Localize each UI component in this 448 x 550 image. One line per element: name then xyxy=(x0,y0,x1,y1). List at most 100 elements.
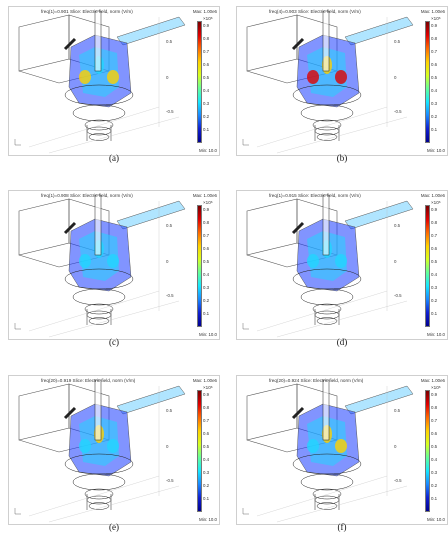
figure-panel-e: freq(20)=0.919 Slice: Electric field, no… xyxy=(8,375,220,545)
axis-tick: -0.5 xyxy=(394,478,402,483)
colorbar-tick: 0.9 xyxy=(203,207,210,212)
colorbar-min-label: Min: 10.0 xyxy=(426,517,445,522)
colorbar-tick: 0.4 xyxy=(431,88,438,93)
panel-caption: (f) xyxy=(337,522,347,532)
colorbar-tick: 0.8 xyxy=(431,405,438,410)
plot-title: freq(1)=0.908 Slice: Electric field, nor… xyxy=(41,193,133,198)
colorbar-tick: 0.8 xyxy=(431,220,438,225)
panel-caption: (e) xyxy=(109,522,119,532)
axis-tick: 0.5 xyxy=(394,408,401,413)
axis-tick: 0.5 xyxy=(166,223,173,228)
colorbar-min-label: Min: 10.0 xyxy=(198,332,217,337)
colorbar xyxy=(197,21,202,143)
colorbar-tick: 0.5 xyxy=(203,444,210,449)
colorbar-exponent: ×10⁶ xyxy=(431,385,441,390)
panel-caption: (c) xyxy=(109,337,119,347)
colorbar-exponent: ×10⁶ xyxy=(431,16,441,21)
axis-tick: 0.5 xyxy=(166,408,173,413)
colorbar-tick: 0.1 xyxy=(203,127,210,132)
colorbar-max-label: Max: 1.00e6 xyxy=(192,378,217,383)
colorbar-tick: 0.4 xyxy=(431,457,438,462)
figure-panel-d: freq(1)=0.915 Slice: Electric field, nor… xyxy=(236,190,448,360)
colorbar-tick: 0.7 xyxy=(203,233,210,238)
colorbar-tick: 0.7 xyxy=(203,418,210,423)
field-plot: freq(1)=0.908 Slice: Electric field, nor… xyxy=(8,190,220,340)
colorbar-tick: 0.9 xyxy=(431,23,438,28)
axis-tick: 0 xyxy=(394,444,397,449)
colorbar-tick: 0.6 xyxy=(431,431,438,436)
colorbar-tick: 0.1 xyxy=(431,127,438,132)
colorbar-tick: 0.3 xyxy=(203,101,210,106)
field-plot: freq(20)=0.924 Slice: Electric field, no… xyxy=(236,375,448,525)
colorbar-tick: 0.3 xyxy=(203,470,210,475)
axis-tick: -0.5 xyxy=(394,293,402,298)
colorbar-tick: 0.4 xyxy=(203,457,210,462)
colorbar-tick: 0.9 xyxy=(203,23,210,28)
colorbar-tick: 0.2 xyxy=(203,114,210,119)
colorbar xyxy=(425,205,430,327)
colorbar-tick: 0.6 xyxy=(203,62,210,67)
axis-tick: -0.5 xyxy=(166,478,174,483)
figure-panel-b: freq(4)=0.903 Slice: Electric field, nor… xyxy=(236,6,448,176)
colorbar-tick: 0.6 xyxy=(431,246,438,251)
simulation-render xyxy=(14,379,186,523)
colorbar-tick: 0.9 xyxy=(203,392,210,397)
colorbar-tick: 0.5 xyxy=(203,75,210,80)
colorbar-tick: 0.6 xyxy=(431,62,438,67)
colorbar xyxy=(197,390,202,512)
panel-caption: (a) xyxy=(109,153,119,163)
colorbar-tick: 0.7 xyxy=(431,233,438,238)
colorbar-tick: 0.2 xyxy=(431,298,438,303)
colorbar-tick: 0.6 xyxy=(203,431,210,436)
colorbar-tick: 0.6 xyxy=(203,246,210,251)
colorbar-min-label: Min: 10.0 xyxy=(426,332,445,337)
colorbar-min-label: Min: 10.0 xyxy=(198,517,217,522)
colorbar-tick: 0.8 xyxy=(203,405,210,410)
simulation-render xyxy=(14,10,186,154)
colorbar-tick: 0.7 xyxy=(431,418,438,423)
colorbar-max-label: Max: 1.00e6 xyxy=(192,9,217,14)
colorbar-tick: 0.5 xyxy=(203,259,210,264)
axis-tick: 0.5 xyxy=(394,223,401,228)
colorbar-tick: 0.8 xyxy=(203,220,210,225)
colorbar-tick: 0.2 xyxy=(431,114,438,119)
colorbar xyxy=(197,205,202,327)
plot-title: freq(20)=0.919 Slice: Electric field, no… xyxy=(41,378,136,383)
field-plot: freq(4)=0.903 Slice: Electric field, nor… xyxy=(236,6,448,156)
colorbar-exponent: ×10⁶ xyxy=(203,16,213,21)
colorbar-tick: 0.9 xyxy=(431,207,438,212)
colorbar-tick: 0.4 xyxy=(203,272,210,277)
colorbar-exponent: ×10⁶ xyxy=(203,385,213,390)
colorbar-tick: 0.4 xyxy=(431,272,438,277)
colorbar-tick: 0.4 xyxy=(203,88,210,93)
colorbar-tick: 0.2 xyxy=(431,483,438,488)
colorbar-tick: 0.7 xyxy=(431,49,438,54)
colorbar-max-label: Max: 1.00e6 xyxy=(420,9,445,14)
simulation-render xyxy=(14,194,186,338)
plot-title: freq(4)=0.903 Slice: Electric field, nor… xyxy=(269,9,361,14)
panel-caption: (b) xyxy=(336,153,348,163)
figure-panel-a: freq(1)=0.901 Slice: Electric field, nor… xyxy=(8,6,220,176)
colorbar-tick: 0.5 xyxy=(431,75,438,80)
colorbar-min-label: Min: 10.0 xyxy=(198,148,217,153)
colorbar-tick: 0.3 xyxy=(203,285,210,290)
figure-panel-c: freq(1)=0.908 Slice: Electric field, nor… xyxy=(8,190,220,360)
colorbar-tick: 0.9 xyxy=(431,392,438,397)
colorbar-tick: 0.1 xyxy=(431,311,438,316)
simulation-render xyxy=(242,10,414,154)
axis-tick: -0.5 xyxy=(394,109,402,114)
panel-caption: (d) xyxy=(336,337,348,347)
colorbar-max-label: Max: 1.00e6 xyxy=(420,193,445,198)
colorbar-exponent: ×10⁶ xyxy=(203,200,213,205)
plot-title: freq(20)=0.924 Slice: Electric field, no… xyxy=(269,378,364,383)
figure-panel-f: freq(20)=0.924 Slice: Electric field, no… xyxy=(236,375,448,545)
axis-tick: -0.5 xyxy=(166,109,174,114)
axis-tick: 0 xyxy=(394,259,397,264)
colorbar-tick: 0.8 xyxy=(431,36,438,41)
axis-tick: 0 xyxy=(166,259,169,264)
colorbar-max-label: Max: 1.00e6 xyxy=(420,378,445,383)
simulation-render xyxy=(242,379,414,523)
axis-tick: 0.5 xyxy=(394,39,401,44)
colorbar-tick: 0.2 xyxy=(203,483,210,488)
colorbar-tick: 0.5 xyxy=(431,444,438,449)
